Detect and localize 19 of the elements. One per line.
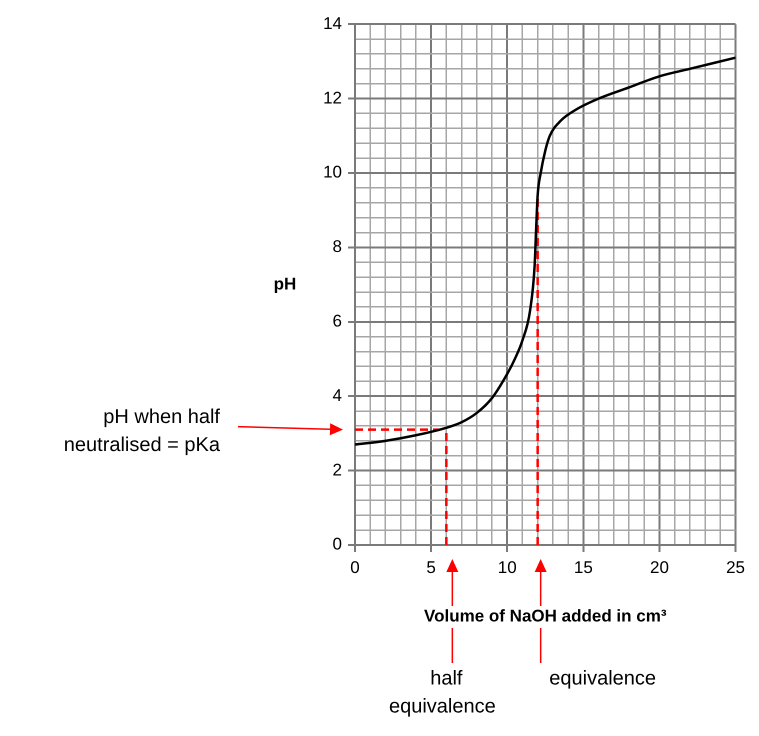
y-tick-label: 12	[323, 88, 342, 108]
y-tick-label: 4	[332, 386, 342, 405]
x-tick-label: 15	[574, 558, 593, 577]
y-tick-label: 10	[323, 162, 342, 182]
text: pH when half neutralised = pKa	[64, 406, 221, 456]
y-tick-label: 14	[323, 14, 342, 33]
x-tick-label: 20	[650, 558, 669, 577]
y-axis-title: pH	[274, 274, 296, 294]
text: equivalence	[549, 668, 656, 690]
y-tick-label: 0	[332, 534, 342, 554]
x-tick-label: 10	[498, 558, 517, 577]
x-tick-label: 0	[350, 558, 360, 577]
x-tick-label: 5	[426, 558, 436, 577]
x-axis-title: Volume of NaOH added in cm³	[424, 606, 667, 626]
x-tick-label: 25	[726, 558, 746, 577]
y-tick-label: 2	[332, 460, 342, 480]
text: half equivalence	[388, 668, 496, 718]
y-tick-label: 6	[332, 311, 342, 330]
y-tick-label: 8	[332, 237, 342, 256]
